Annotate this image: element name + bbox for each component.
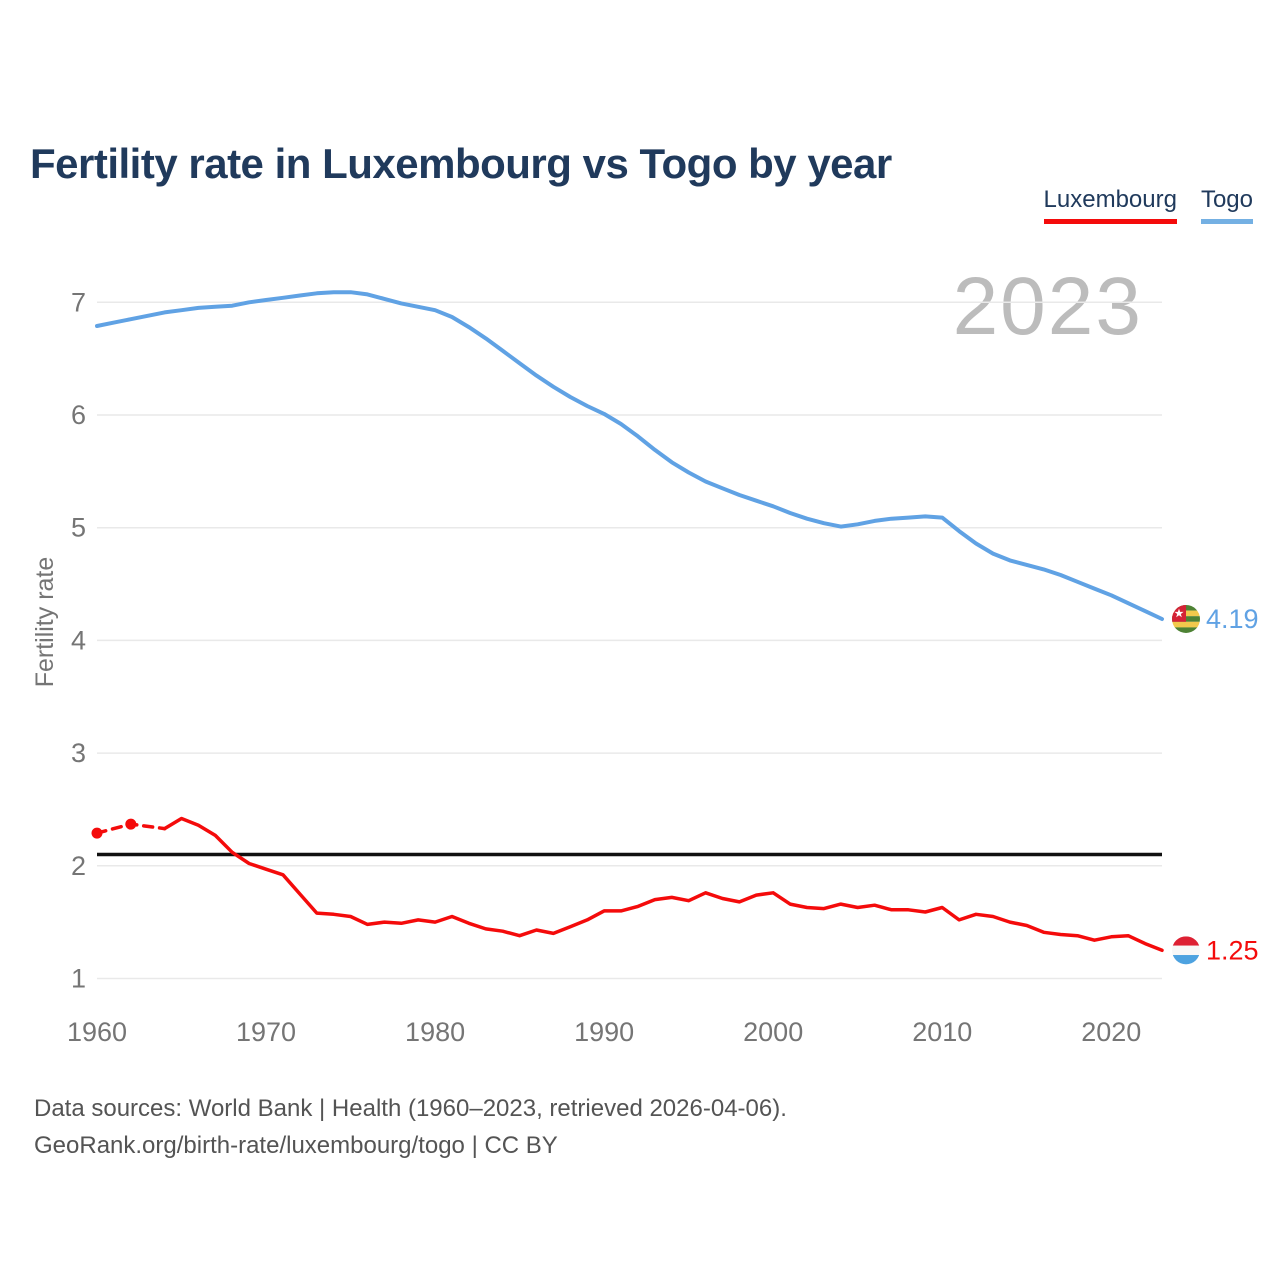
- x-tick-1970: 1970: [236, 1017, 296, 1047]
- y-tick-4: 4: [71, 625, 86, 655]
- chart-plot-area[interactable]: [97, 270, 1162, 990]
- luxembourg-flag-icon: [1172, 936, 1200, 965]
- y-tick-2: 2: [71, 851, 86, 881]
- y-tick-1: 1: [71, 964, 86, 994]
- luxembourg-end-value: 1.25: [1206, 935, 1259, 965]
- page-title: Fertility rate in Luxembourg vs Togo by …: [30, 140, 892, 188]
- footer-sources-line: Data sources: World Bank | Health (1960–…: [34, 1095, 787, 1122]
- legend: Luxembourg Togo: [1043, 186, 1253, 224]
- x-tick-2020: 2020: [1081, 1017, 1141, 1047]
- y-tick-7: 7: [71, 287, 86, 317]
- footer-url-line: GeoRank.org/birth-rate/luxembourg/togo |…: [34, 1132, 558, 1159]
- x-tick-1960: 1960: [67, 1017, 127, 1047]
- x-tick-1990: 1990: [574, 1017, 634, 1047]
- x-tick-2010: 2010: [912, 1017, 972, 1047]
- togo-end-value: 4.19: [1206, 604, 1259, 634]
- x-tick-2000: 2000: [743, 1017, 803, 1047]
- y-axis-title: Fertility rate: [31, 556, 59, 688]
- togo-flag-icon: [1172, 604, 1200, 633]
- y-tick-3: 3: [71, 738, 86, 768]
- y-tick-6: 6: [71, 400, 86, 430]
- legend-item-luxembourg[interactable]: Luxembourg: [1043, 186, 1177, 224]
- footer: Data sources: World Bank | Health (1960–…: [34, 1090, 787, 1164]
- y-tick-5: 5: [71, 513, 86, 543]
- legend-item-togo[interactable]: Togo: [1200, 186, 1253, 224]
- x-tick-1980: 1980: [405, 1017, 465, 1047]
